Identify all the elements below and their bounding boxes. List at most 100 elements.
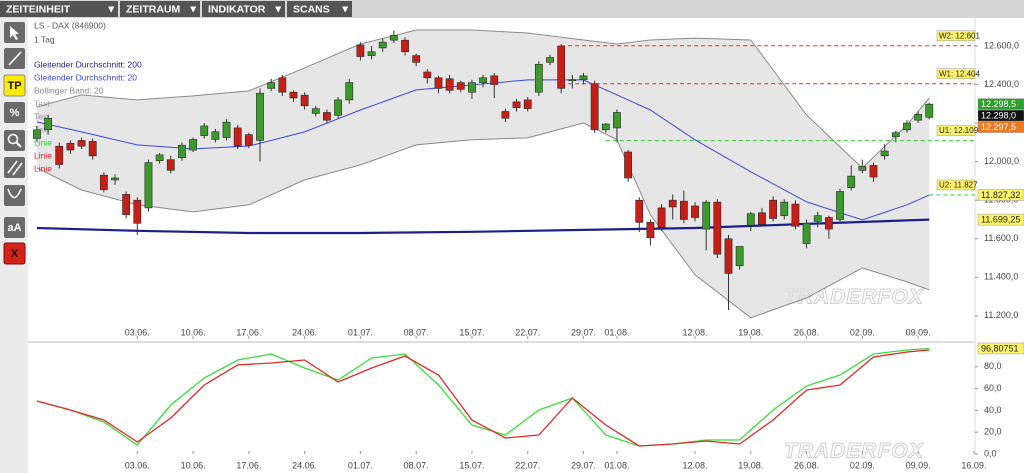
x-tick-label: 03.06. <box>125 327 150 337</box>
price-tag-label: 11.699,25 <box>981 214 1020 224</box>
candle-body <box>44 117 52 131</box>
candle-body <box>813 215 822 222</box>
channel-icon <box>7 160 18 174</box>
candle-body <box>378 41 387 49</box>
price-tag <box>977 121 1024 133</box>
menu-button[interactable] <box>202 1 285 17</box>
y-tick-label: 0,0 <box>984 448 997 458</box>
candle-body <box>389 35 398 41</box>
candle-body <box>824 217 833 230</box>
curve-icon <box>7 188 22 199</box>
delete-button[interactable] <box>3 242 26 265</box>
legend-entry: Gleitender Durchschnitt: 200 <box>34 59 142 69</box>
x-tick-label: 10.06. <box>181 327 206 337</box>
y-tick-label: 12.600,0 <box>984 40 1019 50</box>
channel-icon <box>12 162 23 176</box>
candle-body <box>925 103 934 118</box>
menu-button[interactable] <box>120 1 200 17</box>
zoom-icon-handle <box>15 141 22 148</box>
watermark: TRADERFOX <box>784 440 925 463</box>
channel-button[interactable] <box>4 157 25 178</box>
candle-body <box>122 194 131 215</box>
candle-body <box>579 75 588 80</box>
candle-body <box>166 159 175 171</box>
candle-body <box>490 75 499 85</box>
x-tick-label: 02.09. <box>850 327 875 337</box>
y-tick-label: 20,0 <box>984 427 1002 437</box>
candle-body <box>178 144 186 159</box>
menu-label: ZEITRAUM <box>126 3 180 15</box>
candle-body <box>914 114 923 121</box>
x-tick-label: 22.07. <box>515 327 540 337</box>
candle-body <box>546 57 554 63</box>
candle-body <box>601 123 610 131</box>
candle-body <box>33 129 41 139</box>
candle-body <box>635 199 644 223</box>
x-tick-label: 09.09. <box>906 460 931 470</box>
tp-label: TP <box>7 80 21 92</box>
candle-body <box>713 201 722 255</box>
text-tool-label: aA <box>7 222 21 234</box>
percent-button[interactable] <box>4 102 25 123</box>
candle-body <box>133 199 142 224</box>
candle-body <box>278 77 287 93</box>
delete-label: X <box>11 248 19 260</box>
candle-body <box>568 79 577 81</box>
level-label: U2: 11.827 <box>939 181 978 190</box>
candle-body <box>847 175 856 188</box>
candle-body <box>791 203 800 227</box>
candle-body <box>903 122 911 131</box>
candle-body <box>423 71 432 79</box>
legend-entry: Gleitender Durchschnitt: 20 <box>34 72 137 82</box>
candle-body <box>758 212 766 225</box>
candle-body <box>691 205 699 218</box>
level-label: W1: 12.404 <box>939 69 980 78</box>
candle-body <box>802 223 811 244</box>
price-tag-label: 12.298,5 <box>981 99 1016 109</box>
tp-button[interactable] <box>3 74 26 97</box>
candle-body <box>746 213 755 226</box>
text-button[interactable] <box>4 217 25 238</box>
level-box <box>936 30 976 42</box>
zoom-button[interactable] <box>4 130 25 151</box>
x-tick-label: 01.07. <box>348 460 373 470</box>
zoom-icon <box>7 133 19 145</box>
symbol-title: LS - DAX (846900) <box>34 20 106 30</box>
x-tick-label: 29.07. <box>571 460 596 470</box>
bollinger-fill <box>36 30 930 318</box>
y-tick-label: 80,0 <box>984 361 1002 371</box>
legend-entry: Text <box>34 111 50 121</box>
candle-body <box>111 177 119 181</box>
level-label: W2: 12.601 <box>939 31 980 40</box>
candle-body <box>356 44 365 57</box>
candle-body <box>267 82 276 89</box>
menu-arrow: ▼ <box>106 3 116 15</box>
oscillator-line <box>36 349 930 447</box>
candle-body <box>155 154 164 161</box>
candle-body <box>66 143 75 151</box>
menu-label: SCANS <box>293 3 330 15</box>
menu-arrow: ▼ <box>188 3 198 15</box>
level-box <box>936 179 976 191</box>
cursor-icon <box>10 26 19 40</box>
menu-arrow: ▼ <box>273 3 283 15</box>
curve-button[interactable] <box>4 185 25 206</box>
x-tick-label: 09.09. <box>906 327 931 337</box>
candle-body <box>200 125 209 136</box>
x-tick-label: 19.08. <box>738 327 763 337</box>
menu-button[interactable] <box>0 1 118 17</box>
candle-body <box>534 63 543 93</box>
level-box <box>936 125 976 136</box>
menu-button[interactable] <box>287 1 352 17</box>
x-tick-label: 29.07. <box>571 327 596 337</box>
candle-body <box>323 112 331 121</box>
candle-body <box>77 140 86 147</box>
x-tick-label: 03.06. <box>125 460 150 470</box>
candle-body <box>858 166 867 171</box>
x-tick-label: 01.07. <box>348 327 373 337</box>
candle-body <box>657 207 666 228</box>
legend-entry: Linie <box>34 150 52 160</box>
candle-body <box>557 45 566 89</box>
y-tick-label: 11.600,0 <box>984 233 1018 243</box>
